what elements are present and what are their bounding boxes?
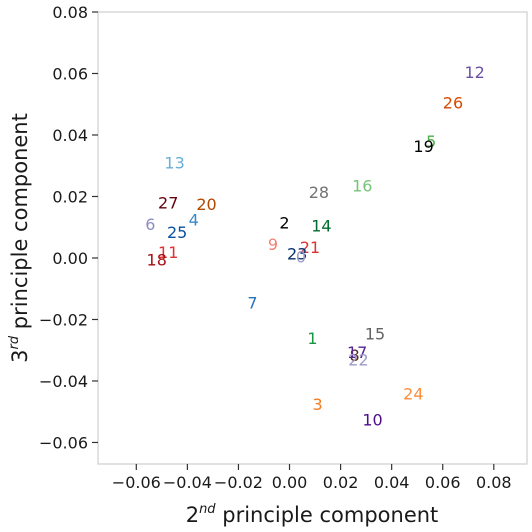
x-tick-label: 0.08 bbox=[476, 473, 512, 492]
point-label-24: 24 bbox=[403, 384, 423, 403]
point-label-27: 27 bbox=[158, 194, 178, 213]
point-label-10: 10 bbox=[362, 410, 382, 429]
point-label-25: 25 bbox=[167, 223, 187, 242]
x-tick-label: 0.02 bbox=[323, 473, 359, 492]
point-label-19: 19 bbox=[413, 137, 433, 156]
point-label-22: 22 bbox=[348, 350, 368, 369]
y-tick-label: −0.04 bbox=[39, 372, 88, 391]
point-label-9: 9 bbox=[268, 235, 278, 254]
y-tick-label: 0.00 bbox=[52, 249, 88, 268]
x-tick-label: −0.06 bbox=[112, 473, 161, 492]
y-tick-label: 0.04 bbox=[52, 126, 88, 145]
point-label-0: 0 bbox=[296, 247, 306, 266]
x-tick-label: −0.02 bbox=[214, 473, 263, 492]
x-tick-label: 0.06 bbox=[425, 473, 461, 492]
point-label-18: 18 bbox=[147, 251, 167, 270]
y-axis-title: 3rd principle component bbox=[7, 113, 32, 363]
point-label-1: 1 bbox=[307, 329, 317, 348]
x-axis: −0.06 −0.04 −0.02 0.00 0.02 0.04 0.06 0.08 bbox=[112, 464, 512, 492]
y-tick-label: 0.06 bbox=[52, 64, 88, 83]
point-label-12: 12 bbox=[464, 63, 484, 82]
y-axis: −0.06 −0.04 −0.02 0.00 0.02 0.04 0.06 0.08 bbox=[39, 3, 98, 452]
point-label-28: 28 bbox=[309, 183, 329, 202]
x-tick-label: 0.04 bbox=[374, 473, 410, 492]
x-tick-label: 0.00 bbox=[272, 473, 308, 492]
point-label-13: 13 bbox=[164, 154, 184, 173]
point-label-16: 16 bbox=[352, 177, 372, 196]
point-label-15: 15 bbox=[365, 324, 385, 343]
y-tick-label: 0.08 bbox=[52, 3, 88, 22]
point-label-7: 7 bbox=[247, 294, 257, 313]
point-label-6: 6 bbox=[145, 215, 155, 234]
x-tick-label: −0.04 bbox=[163, 473, 212, 492]
point-label-3: 3 bbox=[313, 395, 323, 414]
point-label-2: 2 bbox=[279, 214, 289, 233]
point-label-20: 20 bbox=[196, 195, 216, 214]
point-label-26: 26 bbox=[443, 94, 463, 113]
point-label-14: 14 bbox=[311, 217, 331, 236]
data-points: 1234567891011121314151617181920212223242… bbox=[145, 63, 485, 429]
y-tick-label: −0.02 bbox=[39, 310, 88, 329]
y-tick-label: 0.02 bbox=[52, 187, 88, 206]
x-axis-title: 2nd principle component bbox=[186, 502, 439, 527]
y-tick-label: −0.06 bbox=[39, 433, 88, 452]
